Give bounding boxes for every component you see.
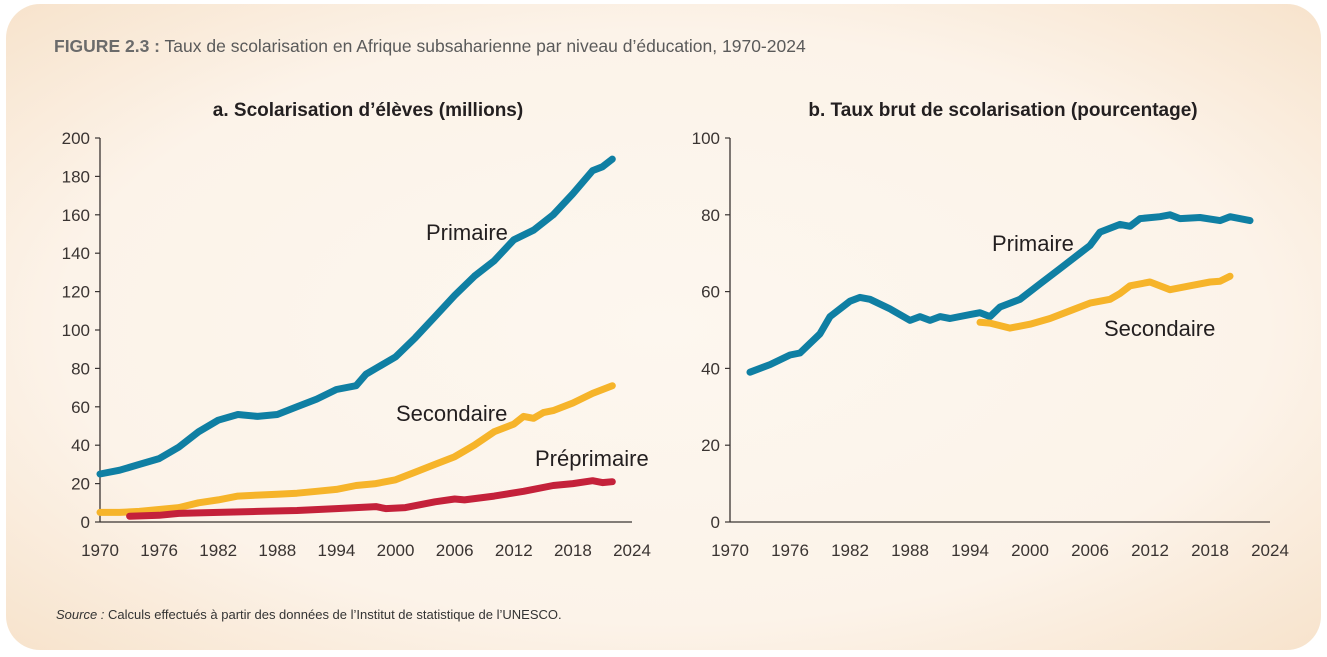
y-tick-label: 80 (701, 206, 720, 225)
series-line-secondaire (96, 382, 616, 516)
series-line-secondaire (976, 272, 1234, 332)
figure-label: FIGURE 2.3 : (54, 36, 160, 56)
y-tick-label: 60 (701, 283, 720, 302)
x-tick-label: 1976 (140, 541, 178, 560)
source-label: Source : (56, 607, 105, 622)
series-line-preprimaire (126, 477, 616, 520)
label-secondaire-b: Secondaire (1104, 316, 1215, 341)
y-tick-label: 0 (81, 513, 90, 532)
x-tick-label: 1970 (81, 541, 119, 560)
x-tick-label: 2006 (436, 541, 474, 560)
panel-b-title: b. Taux brut de scolarisation (pourcenta… (808, 100, 1197, 121)
y-tick-label: 120 (62, 283, 90, 302)
x-tick-label: 2012 (1131, 541, 1169, 560)
y-tick-label: 20 (71, 475, 90, 494)
x-tick-label: 2012 (495, 541, 533, 560)
label-primaire-a: Primaire (426, 220, 508, 245)
y-tick-label: 0 (711, 513, 720, 532)
source-text: Calculs effectués à partir des données d… (108, 607, 562, 622)
x-tick-label: 1988 (891, 541, 929, 560)
y-tick-label: 40 (71, 436, 90, 455)
label-secondaire-a: Secondaire (396, 401, 507, 426)
x-tick-label: 2018 (1191, 541, 1229, 560)
series-line-primaire (96, 155, 616, 478)
x-tick-label: 2006 (1071, 541, 1109, 560)
x-tick-label: 2000 (377, 541, 415, 560)
figure-title-text: Taux de scolarisation en Afrique subsaha… (164, 36, 806, 56)
y-tick-label: 100 (692, 129, 720, 148)
figure-title: FIGURE 2.3 : Taux de scolarisation en Af… (54, 36, 806, 57)
panel-b: 0 20 40 60 80 100 1970 1976 1982 1988 1994 2000 2006… (692, 129, 1289, 560)
x-tick-label: 1970 (711, 541, 749, 560)
x-tick-label: 2000 (1011, 541, 1049, 560)
y-tick-label: 180 (62, 167, 90, 186)
x-tick-label: 2024 (1251, 541, 1289, 560)
y-tick-label: 200 (62, 129, 90, 148)
x-tick-label: 1994 (318, 541, 356, 560)
y-tick-label: 60 (71, 398, 90, 417)
panel-a-title: a. Scolarisation d’élèves (millions) (213, 100, 523, 121)
source-note: Source : Calculs effectués à partir des … (56, 607, 562, 622)
label-primaire-b: Primaire (992, 231, 1074, 256)
y-tick-label: 160 (62, 206, 90, 225)
x-tick-label: 1982 (831, 541, 869, 560)
y-tick-label: 20 (701, 436, 720, 455)
x-tick-label: 1982 (199, 541, 237, 560)
x-tick-label: 1994 (951, 541, 989, 560)
series-line-primaire (746, 211, 1254, 376)
y-tick-label: 40 (701, 359, 720, 378)
panel-a: 0 20 40 60 80 100 120 140 160 180 200 1970 1976 1982 1… (62, 129, 651, 560)
x-tick-label: 2024 (613, 541, 651, 560)
y-tick-label: 100 (62, 321, 90, 340)
y-tick-label: 80 (71, 359, 90, 378)
x-tick-label: 2018 (554, 541, 592, 560)
x-tick-label: 1976 (771, 541, 809, 560)
figure-card: FIGURE 2.3 : Taux de scolarisation en Af… (6, 4, 1321, 650)
x-tick-label: 1988 (258, 541, 296, 560)
y-tick-label: 140 (62, 244, 90, 263)
label-preprimaire-a: Préprimaire (535, 446, 649, 471)
